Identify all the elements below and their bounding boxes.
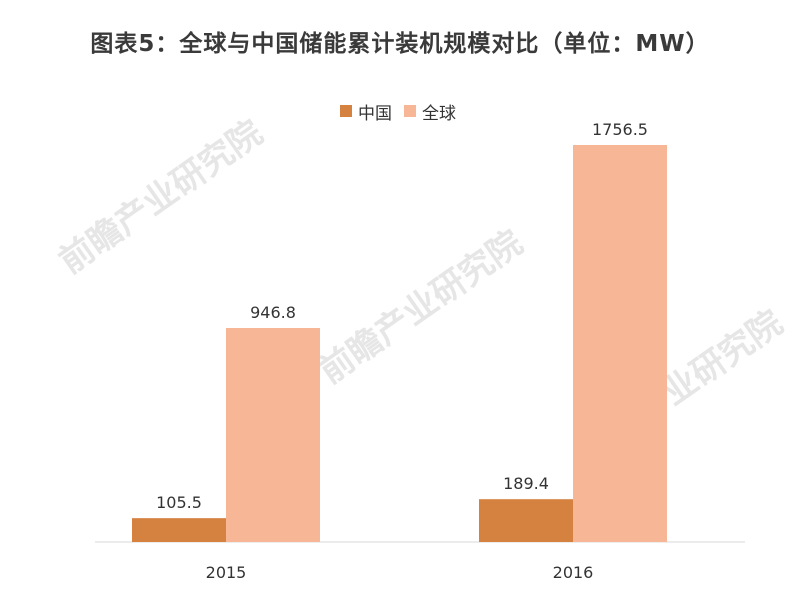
legend-label-china: 中国 (358, 103, 392, 124)
bar-global-2015 (226, 328, 320, 542)
x-tick-label: 2015 (206, 563, 247, 582)
data-label: 1756.5 (592, 120, 648, 139)
x-tick-label: 2016 (553, 563, 594, 582)
data-label: 946.8 (250, 303, 296, 322)
data-label: 105.5 (156, 493, 202, 512)
legend-label-global: 全球 (422, 103, 456, 124)
chart-title: 图表5：全球与中国储能累计装机规模对比（单位：MW） (90, 31, 710, 57)
legend-swatch-global (404, 105, 416, 117)
bar-china-2016 (479, 499, 573, 542)
legend-swatch-china (340, 105, 352, 117)
legend: 中国 全球 (340, 99, 468, 124)
legend-item-china: 中国 (340, 99, 392, 124)
legend-item-global: 全球 (404, 99, 456, 124)
data-label: 189.4 (503, 474, 549, 493)
bar-global-2016 (573, 145, 667, 542)
bar-china-2015 (132, 518, 226, 542)
